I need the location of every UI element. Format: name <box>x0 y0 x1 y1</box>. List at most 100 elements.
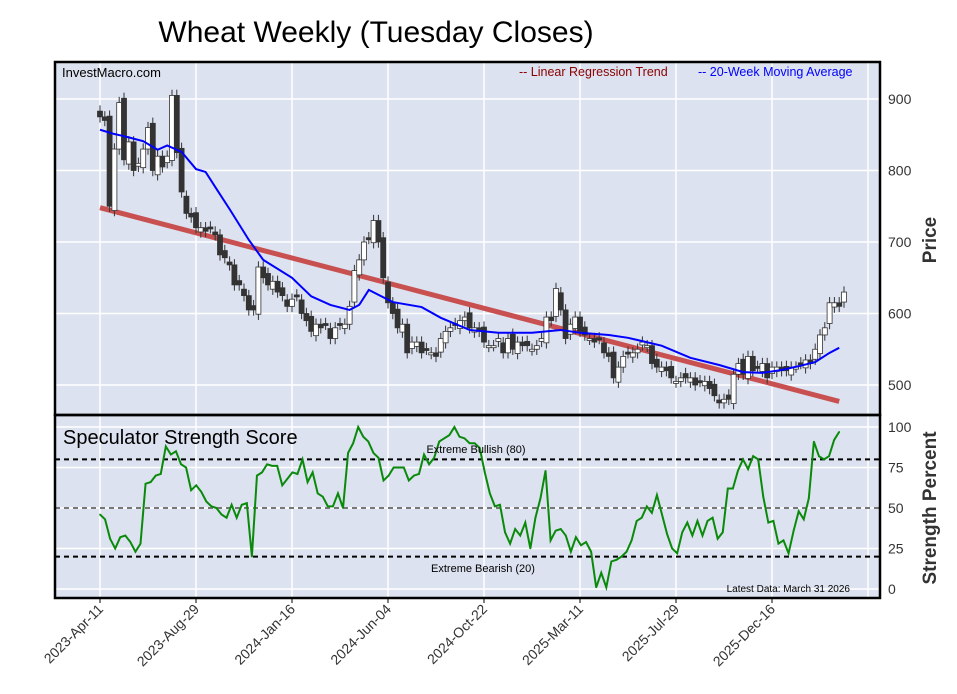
strength-point <box>159 473 162 475</box>
strength-point <box>666 533 668 535</box>
candle-body-down <box>577 316 583 332</box>
candle <box>217 229 223 261</box>
strength-point <box>377 456 380 459</box>
candle-body-up <box>370 220 377 244</box>
candle <box>562 304 569 345</box>
strength-point <box>301 458 304 461</box>
strength-point <box>514 528 516 530</box>
candle <box>241 283 247 302</box>
strength-panel <box>55 415 880 598</box>
candle <box>260 261 267 284</box>
strength-point <box>813 440 815 443</box>
strength-point <box>681 531 684 534</box>
candle <box>183 190 190 220</box>
candle-body-down <box>394 308 401 329</box>
candle-body-down <box>605 352 612 357</box>
strength-point <box>408 479 410 482</box>
candle-body-up <box>197 227 204 233</box>
candle-body-down <box>265 273 271 286</box>
candle-body-down <box>303 313 310 322</box>
strength-point <box>838 431 840 433</box>
candle-body-up <box>673 381 679 384</box>
strength-tick-label: 25 <box>888 541 904 557</box>
candle-body-down <box>298 299 305 314</box>
candle <box>279 282 286 302</box>
candle-body-up <box>140 148 147 169</box>
candle-body-down <box>653 358 660 368</box>
candle-body-down <box>663 366 670 372</box>
candle <box>298 294 305 320</box>
candle-body-down <box>317 323 324 329</box>
candle-body-up <box>490 345 497 349</box>
candle-body-down <box>279 287 286 297</box>
candle-body-up <box>289 298 295 307</box>
candle-body-down <box>418 341 425 354</box>
extreme-bearish-label: Extreme Bearish (20) <box>431 563 535 575</box>
strength-point <box>256 474 258 477</box>
strength-point <box>154 474 157 477</box>
candle-body-down <box>221 250 228 259</box>
strength-point <box>646 505 648 508</box>
candle-body-up <box>313 323 319 337</box>
strength-point <box>347 452 349 454</box>
candle-body-down <box>519 341 526 347</box>
candle-body-up <box>538 338 545 342</box>
candle <box>116 96 123 155</box>
candle <box>317 318 324 334</box>
candle-body-up <box>572 316 579 329</box>
strength-point <box>499 503 501 506</box>
candle <box>653 353 660 373</box>
strength-point <box>554 529 557 532</box>
x-tick-label: 2025-Mar-11 <box>519 601 586 668</box>
candle <box>826 297 833 330</box>
candle-body-down <box>308 315 315 332</box>
candle <box>524 335 531 352</box>
strength-point <box>342 507 344 509</box>
candle-body-down <box>601 342 607 354</box>
candle-body-up <box>620 355 627 368</box>
candle-body-down <box>231 264 238 286</box>
candle-body-up <box>164 155 171 164</box>
strength-point <box>747 468 749 470</box>
candle <box>682 367 689 384</box>
candle-body-up <box>125 141 132 165</box>
strength-tick-label: 50 <box>888 500 904 516</box>
legend-regression: -- Linear Regression Trend <box>519 65 668 79</box>
candle-body-up <box>409 341 415 349</box>
candle-body-down <box>596 337 603 341</box>
candle-body-down <box>212 231 219 236</box>
candle-body-up <box>437 338 444 353</box>
strength-point <box>200 491 203 493</box>
strength-point <box>595 586 597 589</box>
candle-body-down <box>183 195 190 214</box>
candle-body-down <box>581 326 588 336</box>
strength-point <box>473 442 476 445</box>
candle-body-down <box>481 326 487 343</box>
candle <box>668 360 675 384</box>
candle <box>231 259 238 291</box>
strength-point <box>742 458 744 461</box>
strength-point <box>337 492 339 495</box>
price-tick-label: 900 <box>888 91 912 107</box>
strength-point <box>823 458 825 461</box>
strength-point <box>220 513 223 516</box>
strength-point <box>438 440 441 443</box>
candle-body-up <box>135 162 142 167</box>
strength-point <box>564 534 567 537</box>
candle <box>289 293 295 313</box>
candle <box>121 92 127 166</box>
strength-point <box>534 516 537 519</box>
candle <box>442 325 449 349</box>
strength-point <box>321 495 324 498</box>
candle-body-down <box>226 261 233 266</box>
extreme-bullish-label: Extreme Bullish (80) <box>426 444 525 456</box>
strength-point <box>372 452 375 454</box>
strength-point <box>468 442 471 445</box>
strength-point <box>311 471 314 474</box>
strength-point <box>392 466 395 469</box>
candle <box>591 332 598 348</box>
candle-body-down <box>241 288 247 297</box>
candle-body-down <box>591 338 598 343</box>
chart-title: Wheat Weekly (Tuesday Closes) <box>158 16 593 49</box>
candle-body-up <box>428 352 435 356</box>
